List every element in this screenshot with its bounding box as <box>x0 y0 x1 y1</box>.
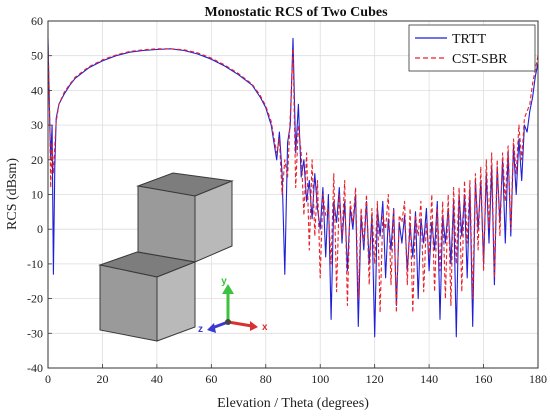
y-tick-label: -30 <box>27 326 43 340</box>
legend-box <box>408 24 536 72</box>
x-tick-label: 120 <box>366 372 384 386</box>
y-axis-label: RCS (dBsm) <box>5 158 20 230</box>
x-tick-label: 40 <box>151 372 163 386</box>
x-tick-label: 140 <box>420 372 438 386</box>
y-tick-label: 60 <box>31 14 43 28</box>
svg-text:z: z <box>198 324 203 335</box>
x-axis-label: Elevation / Theta (degrees) <box>217 396 369 411</box>
svg-text:y: y <box>221 276 227 287</box>
y-tick-label: 0 <box>37 222 43 236</box>
y-tick-label: 20 <box>31 153 43 167</box>
lower-cube-front-face <box>99 264 158 342</box>
y-tick-label: -40 <box>27 361 43 375</box>
y-tick-label: 50 <box>31 49 43 63</box>
svg-text:x: x <box>262 322 268 333</box>
chart-title: Monostatic RCS of Two Cubes <box>204 5 388 20</box>
x-tick-label: 180 <box>529 372 547 386</box>
x-tick-label: 0 <box>45 372 51 386</box>
x-tick-label: 20 <box>96 372 108 386</box>
legend-label-trtt: TRTT <box>452 32 487 47</box>
x-tick-label: 60 <box>205 372 217 386</box>
upper-cube-side-face <box>194 180 233 263</box>
x-tick-label: 160 <box>475 372 493 386</box>
y-tick-label: 30 <box>31 118 43 132</box>
y-tick-label: 40 <box>31 83 43 97</box>
x-tick-label: 100 <box>311 372 329 386</box>
x-axis-ticks: 0 20 40 60 80 100 120 140 160 180 <box>45 364 547 386</box>
legend-label-cst-sbr: CST-SBR <box>452 52 508 67</box>
coordinate-triad-icon: y x z <box>198 276 268 335</box>
y-tick-label: -20 <box>27 292 43 306</box>
y-axis-ticks: -40 -30 -20 -10 0 10 20 30 40 50 60 <box>27 14 52 375</box>
legend: TRTT CST-SBR <box>408 24 536 72</box>
y-tick-label: 10 <box>31 188 43 202</box>
upper-cube-front-face <box>137 185 196 263</box>
series-layer <box>47 37 539 338</box>
lower-cube-side-face <box>156 261 196 342</box>
y-tick-label: -10 <box>27 257 43 271</box>
x-tick-label: 80 <box>260 372 272 386</box>
series-line-cst-sbr <box>47 45 539 314</box>
two-cubes-model-inset: y x z <box>98 172 268 342</box>
